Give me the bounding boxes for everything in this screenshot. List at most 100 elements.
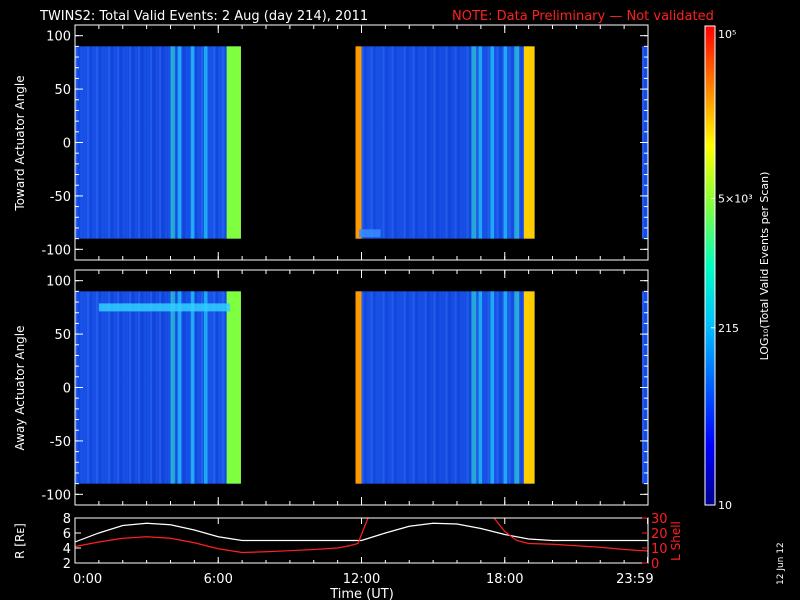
data-segment [355,291,535,484]
texture-stripe [123,291,125,484]
cyan-stripe [190,46,195,239]
texture-stripe [511,46,514,239]
texture-stripe [397,291,400,484]
x-tick-label: 23:59 [616,572,653,587]
left-tick-label: 8 [63,512,71,527]
texture-stripe [439,46,442,239]
texture-stripe [448,46,451,239]
texture-stripe [168,291,170,484]
cyan-stripe [478,291,483,484]
texture-stripe [379,46,382,239]
texture-stripe [126,46,128,239]
texture-stripe [460,291,463,484]
right-tick-label: 30 [651,512,668,527]
texture-stripe [189,291,191,484]
teal-stripe [514,291,520,484]
texture-stripe [499,46,502,239]
y-axis-label: Toward Actuator Angle [13,75,27,211]
texture-stripe [225,46,227,239]
texture-stripe [120,291,122,484]
texture-stripe [144,46,146,239]
teal-stripe [170,46,176,239]
texture-stripe [186,46,188,239]
cyan-stripe [177,46,182,239]
texture-stripe [159,46,161,239]
texture-stripe [168,46,170,239]
texture-stripe [126,291,128,484]
texture-stripe [111,46,113,239]
right-tick-label: 0 [651,557,659,572]
away-panel: 100 50 0 -50 -100 Away Actuator Angle [13,269,649,506]
left-tick-label: 2 [63,557,71,572]
texture-stripe [520,291,523,484]
texture-stripe [84,46,86,239]
texture-stripe [189,46,191,239]
bright-stripe [226,291,241,484]
texture-stripe [400,291,403,484]
texture-stripe [415,46,418,239]
texture-stripe [105,46,107,239]
cyan-stripe [490,46,495,239]
texture-stripe [183,46,185,239]
colorbar-tick-label: 5×10³ [718,192,753,205]
texture-stripe [216,46,218,239]
bright-stripe [523,46,535,239]
chart-title: TWINS2: Total Valid Events: 2 Aug (day 2… [39,9,368,24]
texture-stripe [400,46,403,239]
texture-stripe [496,46,499,239]
x-tick-label: 6:00 [204,572,233,587]
side-date: 12 Jun 12 [776,542,786,585]
colorbar: 10⁵ 5×10³ 215 10 LOG₁₀(Total Valid Events pe… [704,25,771,512]
bright-stripe [523,291,535,484]
texture-stripe [129,46,131,239]
y-tick-label: -50 [50,190,71,205]
texture-stripe [138,46,140,239]
texture-stripe [427,46,430,239]
texture-stripe [132,291,134,484]
colorbar-tick-label: 10 [718,499,732,512]
teal-stripe [514,46,520,239]
y-tick-label: 0 [63,382,71,397]
texture-stripe [373,291,376,484]
texture-stripe [421,291,424,484]
texture-stripe [469,46,472,239]
texture-stripe [198,46,200,239]
texture-stripe [213,291,215,484]
texture-stripe [364,46,367,239]
texture-stripe [102,291,104,484]
texture-stripe [511,291,514,484]
teal-stripe [471,46,477,239]
texture-stripe [364,291,367,484]
teal-stripe [471,291,477,484]
texture-stripe [216,291,218,484]
texture-stripe [99,291,101,484]
texture-stripe [409,46,412,239]
texture-stripe [466,291,469,484]
texture-stripe [132,46,134,239]
texture-stripe [475,46,478,239]
texture-stripe [484,46,487,239]
texture-stripe [430,291,433,484]
y-tick-label: -50 [50,435,71,450]
right-tick-label: 10 [651,542,668,557]
texture-stripe [183,291,185,484]
cyan-stripe [478,46,483,239]
texture-stripe [376,291,379,484]
texture-stripe [93,46,95,239]
texture-stripe [222,46,224,239]
texture-stripe [433,291,436,484]
texture-stripe [123,46,125,239]
texture-stripe [388,46,391,239]
cyan-stripe [190,291,195,484]
texture-stripe [120,46,122,239]
texture-stripe [439,291,442,484]
texture-stripe [427,291,430,484]
texture-stripe [406,46,409,239]
texture-stripe [373,46,376,239]
texture-stripe [186,291,188,484]
texture-stripe [84,291,86,484]
texture-stripe [117,46,119,239]
y-tick-label: 100 [46,275,71,290]
